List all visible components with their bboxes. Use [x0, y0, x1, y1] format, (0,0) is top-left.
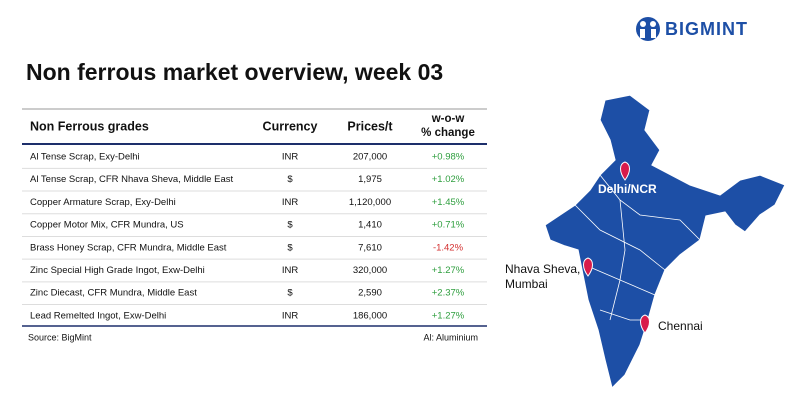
table: Non Ferrous grades Currency Prices/t w-o-w%… — [22, 113, 487, 321]
cell: $ — [287, 174, 293, 185]
cell: INR — [282, 197, 299, 208]
cell: $ — [287, 220, 293, 231]
cell: INR — [282, 265, 299, 276]
city-label: Delhi/NCR — [598, 182, 657, 196]
cell: INR — [282, 310, 299, 321]
city-label: Chennai — [658, 319, 703, 333]
cell: 186,000 — [353, 310, 387, 321]
column-header: % change — [421, 127, 475, 139]
cell: 320,000 — [353, 265, 387, 276]
column-header: Currency — [263, 119, 318, 133]
column-header: w-o-w — [431, 113, 465, 125]
cell: +2.37% — [432, 288, 465, 299]
cell: 1,410 — [358, 220, 382, 231]
column-header: Prices/t — [347, 119, 393, 133]
map — [544, 94, 786, 390]
cell: $ — [287, 242, 293, 253]
cell: Al Tense Scrap, Exy-Delhi — [30, 152, 140, 163]
cell: 2,590 — [358, 288, 382, 299]
cell: Al Tense Scrap, CFR Nhava Sheva, Middle … — [30, 174, 233, 185]
map-labels: Delhi/NCR Nhava Sheva,Mumbai Chennai — [505, 182, 703, 333]
note: Al: Aluminium — [423, 332, 478, 342]
city-label: Nhava Sheva, — [505, 262, 580, 276]
brand: BIGMINT — [665, 19, 748, 39]
cell: +1.45% — [432, 197, 465, 208]
city-label: Mumbai — [505, 277, 548, 291]
cell: +1.02% — [432, 174, 465, 185]
cell: +1.27% — [432, 310, 465, 321]
logo — [636, 17, 660, 41]
cell: $ — [287, 288, 293, 299]
cell: Brass Honey Scrap, CFR Mundra, Middle Ea… — [30, 242, 227, 253]
cell: Lead Remelted Ingot, Exw-Delhi — [30, 310, 166, 321]
cell: -1.42% — [433, 242, 464, 253]
cell: 7,610 — [358, 242, 382, 253]
cell: Copper Motor Mix, CFR Mundra, US — [30, 220, 184, 231]
cell: Zinc Diecast, CFR Mundra, Middle East — [30, 288, 197, 299]
cell: +1.27% — [432, 265, 465, 276]
cell: Zinc Special High Grade Ingot, Exw-Delhi — [30, 265, 205, 276]
cell: +0.98% — [432, 152, 465, 163]
column-header: Non Ferrous grades — [30, 119, 149, 133]
cell: INR — [282, 152, 299, 163]
source: Source: BigMint — [28, 332, 92, 342]
cell: 207,000 — [353, 152, 387, 163]
cell: +0.71% — [432, 220, 465, 231]
cell: Copper Armature Scrap, Exy-Delhi — [30, 197, 176, 208]
title: Non ferrous market overview, week 03 — [26, 59, 443, 85]
cell: 1,120,000 — [349, 197, 391, 208]
cell: 1,975 — [358, 174, 382, 185]
